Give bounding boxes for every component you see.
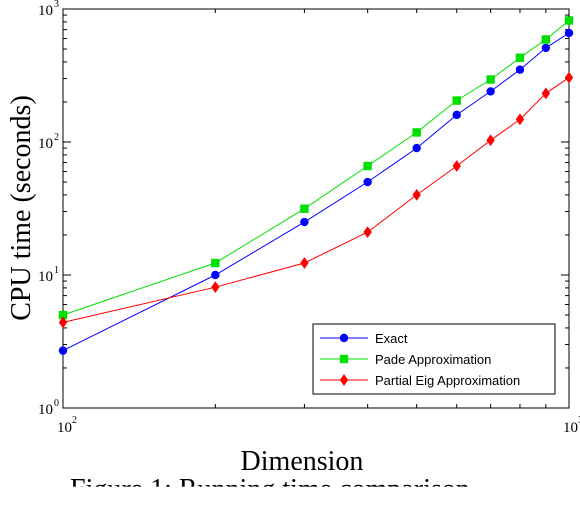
data-point (58, 346, 68, 355)
data-point (300, 204, 309, 213)
x-tick-exponent: 3 (578, 415, 580, 426)
data-point (515, 53, 525, 62)
data-point (486, 75, 495, 84)
data-point (452, 96, 461, 105)
x-axis-label: Dimension (241, 446, 364, 470)
data-point (564, 16, 574, 25)
y-tick-label: 10 (38, 269, 53, 285)
data-point (564, 28, 574, 38)
figure-caption: Figure 1: Running time comparison (70, 474, 470, 505)
data-point (300, 257, 309, 269)
data-point (452, 110, 461, 120)
data-point (58, 310, 68, 320)
y-tick-exponent: 1 (54, 265, 59, 276)
data-point (452, 160, 461, 172)
x-tick-label: 10 (563, 420, 578, 436)
data-point (412, 189, 421, 201)
x-tick-label: 10 (57, 420, 72, 436)
y-axis-label: CPU time (seconds) (6, 95, 37, 321)
x-tick-exponent: 2 (72, 415, 77, 426)
series-exact (58, 28, 574, 355)
data-point (211, 270, 220, 280)
legend-marker (339, 333, 349, 343)
data-point (486, 87, 495, 96)
y-tick-exponent: 0 (54, 398, 59, 409)
legend-label: Pade Approximation (375, 352, 491, 367)
plot-frame (62, 8, 570, 409)
legend-label: Exact (375, 331, 408, 346)
data-point (300, 217, 309, 227)
data-point (515, 113, 525, 126)
data-point (412, 128, 421, 137)
data-point (211, 281, 220, 294)
y-tick-exponent: 3 (54, 0, 59, 10)
series-line (62, 32, 570, 352)
data-point (412, 143, 421, 153)
series-line (62, 20, 570, 316)
y-tick-exponent: 2 (54, 132, 59, 143)
data-point (363, 177, 372, 187)
y-tick-label: 10 (38, 402, 53, 418)
series-partial-eig-approximation (58, 71, 574, 329)
legend-marker (339, 374, 349, 386)
data-point (541, 43, 551, 53)
data-point (541, 87, 551, 100)
series-layer (58, 16, 574, 355)
series-pade-approximation (58, 16, 574, 320)
data-point (363, 226, 372, 239)
plot-area (62, 8, 570, 409)
legend-label: Partial Eig Approximation (375, 373, 520, 388)
legend: Exact Pade Approximation Partial Eig Appro… (312, 323, 556, 395)
data-point (58, 316, 68, 329)
y-tick-label: 10 (38, 136, 53, 152)
series-line (62, 77, 570, 323)
legend-marker (339, 354, 349, 364)
data-point (515, 65, 525, 74)
y-tick-label: 10 (38, 3, 53, 19)
data-point (486, 134, 495, 147)
data-point (211, 258, 220, 268)
data-point (564, 71, 574, 84)
data-point (541, 35, 551, 44)
data-point (363, 161, 372, 171)
